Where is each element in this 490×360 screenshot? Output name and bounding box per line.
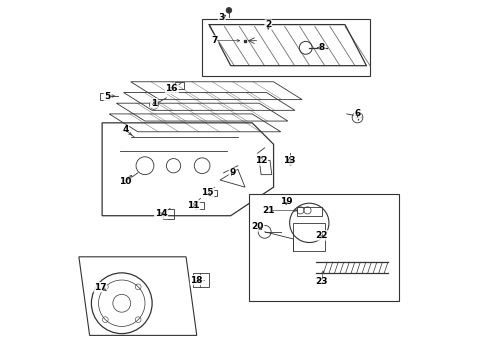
Bar	[195, 202, 204, 208]
Text: 2: 2	[265, 20, 271, 29]
Text: 12: 12	[255, 156, 268, 165]
Bar	[193, 273, 209, 287]
Bar	[175, 82, 184, 89]
Text: 14: 14	[155, 210, 168, 219]
Text: 22: 22	[316, 231, 328, 240]
Text: 8: 8	[318, 43, 325, 52]
Text: 19: 19	[280, 197, 293, 206]
Bar	[293, 223, 325, 251]
Text: 9: 9	[229, 168, 236, 177]
Bar	[297, 207, 322, 216]
Text: 17: 17	[94, 283, 107, 292]
Text: 20: 20	[251, 222, 264, 231]
Text: 16: 16	[166, 84, 178, 93]
Text: 15: 15	[201, 188, 214, 197]
Text: 18: 18	[191, 275, 203, 284]
Circle shape	[226, 8, 232, 13]
Text: 7: 7	[212, 36, 218, 45]
Text: 3: 3	[219, 13, 225, 22]
Text: 1: 1	[151, 99, 157, 108]
Bar	[100, 93, 109, 100]
Bar	[202, 19, 370, 76]
Text: 21: 21	[262, 206, 274, 215]
Bar	[209, 190, 217, 196]
Text: 23: 23	[316, 277, 328, 286]
Text: 4: 4	[122, 126, 128, 135]
Text: 13: 13	[283, 156, 296, 165]
Bar	[248, 194, 398, 301]
Text: 5: 5	[104, 91, 111, 100]
Text: 10: 10	[119, 177, 131, 186]
Text: 11: 11	[187, 201, 199, 210]
Text: 6: 6	[354, 109, 361, 118]
